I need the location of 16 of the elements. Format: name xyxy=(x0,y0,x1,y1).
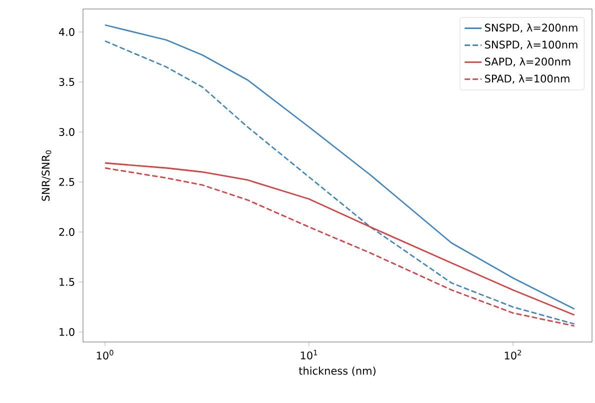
x-tick-label: 10$^{2}$ xyxy=(504,350,521,360)
legend-label: SAPD, λ=200nm xyxy=(485,57,570,67)
y-tick-label: 1.5 xyxy=(60,278,74,286)
y-tick-label: 2.5 xyxy=(59,178,74,186)
x-tick-label: 10$^{0}$ xyxy=(96,350,114,360)
legend-label: SNSPD, λ=200nm xyxy=(485,24,578,33)
y-tick-label: 3.5 xyxy=(59,78,74,86)
legend-label: SPAD, λ=100nm xyxy=(485,74,570,84)
y-tick-label: 2.0 xyxy=(59,228,74,236)
y-tick-label: 1.0 xyxy=(60,328,74,336)
x-axis-title: thickness (nm) xyxy=(298,366,376,376)
y-tick-label: 3.0 xyxy=(59,128,74,136)
y-tick-label: 4.0 xyxy=(58,28,74,36)
legend-label: SNSPD, λ=100nm xyxy=(485,40,578,50)
y-axis-title: SNR/SNR$_{0}$ xyxy=(42,150,52,201)
x-tick-label: 10$^{1}$ xyxy=(300,350,318,360)
